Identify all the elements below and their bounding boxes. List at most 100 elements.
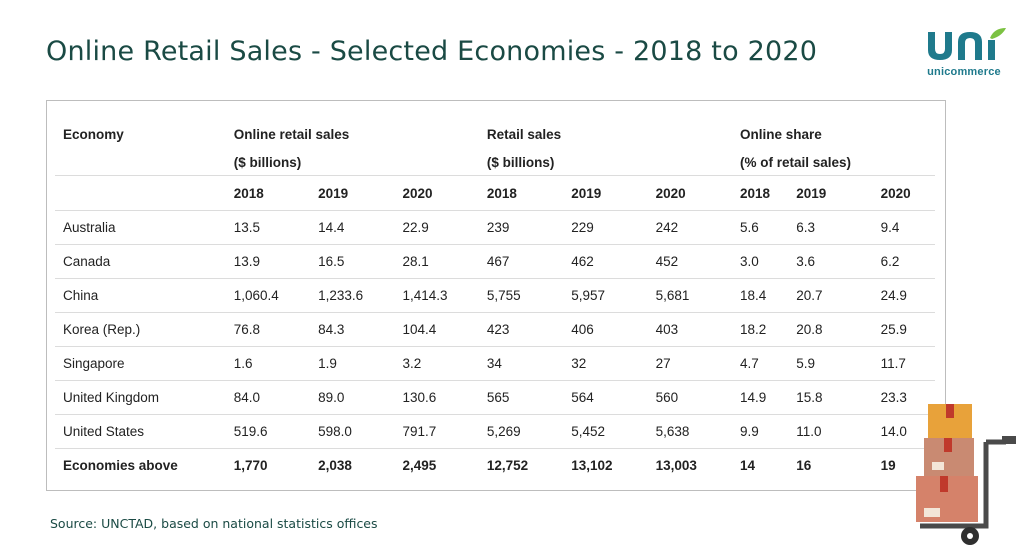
economy-header: Economy (63, 126, 124, 142)
value-cell: 14.0 (872, 414, 935, 449)
table-row: Singapore 1.6 1.9 3.2 34 32 27 4.7 5.9 11.7 (55, 346, 935, 381)
year-header: 2019 (563, 175, 648, 211)
value-cell: 565 (478, 380, 564, 415)
unicommerce-logo-icon (928, 28, 1006, 60)
table-row: United States 519.6 598.0 791.7 5,269 5,452 5,… (55, 414, 935, 449)
value-cell: 3.0 (732, 244, 789, 279)
value-cell: 5,755 (478, 278, 564, 313)
value-cell: 16.5 (310, 244, 395, 279)
value-cell: 84.0 (225, 380, 311, 415)
value-cell: 27 (647, 346, 733, 381)
value-cell: 406 (563, 312, 648, 347)
economy-cell: Canada (55, 244, 226, 279)
value-cell: 6.2 (872, 244, 935, 279)
value-cell: 5,957 (563, 278, 648, 313)
value-cell: 23.3 (872, 380, 935, 415)
value-cell: 130.6 (394, 380, 479, 415)
year-header: 2019 (310, 175, 395, 211)
value-cell: 25.9 (872, 312, 935, 347)
year-header: 2018 (732, 175, 789, 211)
value-cell: 452 (647, 244, 733, 279)
value-cell: 32 (563, 346, 648, 381)
value-cell: 4.7 (732, 346, 789, 381)
value-cell: 15.8 (788, 380, 873, 415)
value-cell: 28.1 (394, 244, 479, 279)
value-cell: 14 (732, 448, 789, 482)
total-row: Economies above 1,770 2,038 2,495 12,752 13,1… (55, 448, 935, 482)
source-note: Source: UNCTAD, based on national statis… (50, 516, 378, 531)
value-cell: 564 (563, 380, 648, 415)
page-title: Online Retail Sales - Selected Economies… (46, 36, 818, 67)
value-cell: 3.6 (788, 244, 873, 279)
value-cell: 6.3 (788, 210, 873, 245)
table-row: United Kingdom 84.0 89.0 130.6 565 564 560 14.9… (55, 380, 935, 415)
value-cell: 12,752 (478, 448, 564, 482)
economy-cell: United States (55, 414, 226, 449)
value-cell: 20.8 (788, 312, 873, 347)
value-cell: 84.3 (310, 312, 395, 347)
value-cell: 34 (478, 346, 564, 381)
value-cell: 1.6 (225, 346, 311, 381)
year-header: 2020 (647, 175, 733, 211)
value-cell: 5,638 (647, 414, 733, 449)
value-cell: 239 (478, 210, 564, 245)
value-cell: 519.6 (225, 414, 311, 449)
logo-wordmark: unicommerce (927, 66, 1001, 78)
value-cell: 5.9 (788, 346, 873, 381)
value-cell: 16 (788, 448, 873, 482)
value-cell: 9.9 (732, 414, 789, 449)
value-cell: 1,233.6 (310, 278, 395, 313)
value-cell: 20.7 (788, 278, 873, 313)
value-cell: 229 (563, 210, 648, 245)
value-cell: 104.4 (394, 312, 479, 347)
value-cell: 13.9 (225, 244, 311, 279)
value-cell: 13,003 (647, 448, 733, 482)
hand-truck-boxes-icon (916, 404, 1016, 545)
value-cell: 13,102 (563, 448, 648, 482)
value-cell: 1,060.4 (225, 278, 311, 313)
value-cell: 5,452 (563, 414, 648, 449)
value-cell: 1,414.3 (394, 278, 479, 313)
group-unit-retail-sales: ($ billions) (486, 154, 555, 170)
value-cell: 13.5 (225, 210, 311, 245)
year-header: 2018 (478, 175, 564, 211)
value-cell: 24.9 (872, 278, 935, 313)
value-cell: 2,038 (310, 448, 395, 482)
unicommerce-logo: unicommerce (918, 26, 1010, 82)
table-row: Canada 13.9 16.5 28.1 467 462 452 3.0 3.6 6.2 (55, 244, 935, 279)
economy-cell: Economies above (55, 448, 226, 482)
value-cell: 89.0 (310, 380, 395, 415)
value-cell: 3.2 (394, 346, 479, 381)
year-header: 2019 (788, 175, 873, 211)
value-cell: 9.4 (872, 210, 935, 245)
table-row: Australia 13.5 14.4 22.9 239 229 242 5.6 6.3 9.4 (55, 210, 935, 245)
value-cell: 560 (647, 380, 733, 415)
year-header: 2020 (872, 175, 935, 211)
data-table-panel: Economy Online retail sales Retail sales… (46, 100, 946, 491)
value-cell: 598.0 (310, 414, 395, 449)
value-cell: 423 (478, 312, 564, 347)
value-cell: 1.9 (310, 346, 395, 381)
retail-sales-table: Economy Online retail sales Retail sales… (55, 113, 935, 482)
value-cell: 5,681 (647, 278, 733, 313)
value-cell: 5.6 (732, 210, 789, 245)
group-header-online-share: Online share (740, 126, 822, 142)
year-header: 2020 (394, 175, 479, 211)
economy-cell: United Kingdom (55, 380, 226, 415)
value-cell: 76.8 (225, 312, 311, 347)
economy-cell: Singapore (55, 346, 226, 381)
value-cell: 18.2 (732, 312, 789, 347)
value-cell: 2,495 (394, 448, 479, 482)
value-cell: 462 (563, 244, 648, 279)
group-header-retail-sales: Retail sales (486, 126, 562, 142)
value-cell: 11.0 (788, 414, 873, 449)
value-cell: 467 (478, 244, 564, 279)
blank-cell (55, 175, 226, 211)
economy-cell: Australia (55, 210, 226, 245)
group-header-online-sales: Online retail sales (233, 126, 350, 142)
value-cell: 14.9 (732, 380, 789, 415)
value-cell: 18.4 (732, 278, 789, 313)
value-cell: 242 (647, 210, 733, 245)
year-header: 2018 (225, 175, 311, 211)
table-row: Korea (Rep.) 76.8 84.3 104.4 423 406 403 18.2 20… (55, 312, 935, 347)
